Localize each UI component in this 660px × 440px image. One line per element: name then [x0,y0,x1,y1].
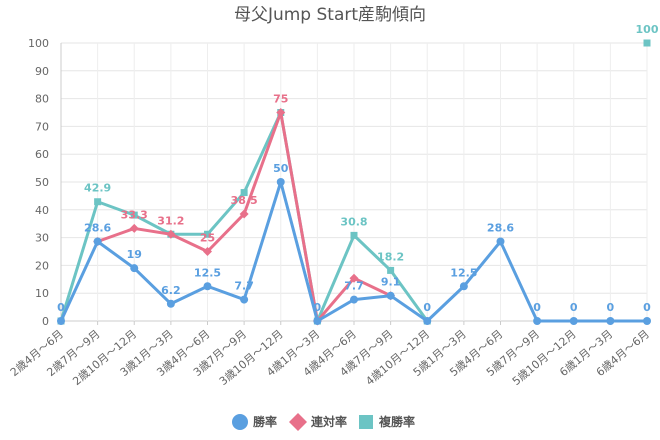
x-tick-label: 3歳10月～12月 [217,327,286,388]
win-rate-data-label: 0 [57,301,65,314]
quinella-rate-data-label: 31.2 [157,214,184,227]
win-rate-data-label: 28.6 [487,221,514,234]
win-rate-data-label: 50 [273,162,289,175]
win-rate-data-label: 12.5 [450,266,477,279]
y-tick-label: 50 [35,176,49,189]
legend-item-place-rate[interactable]: 複勝率 [359,414,415,429]
win-rate-data-label: 0 [314,301,322,314]
y-tick-label: 70 [35,120,49,133]
legend-item-win-rate[interactable]: 勝率 [232,414,277,430]
place-rate-point [240,189,248,197]
y-tick-label: 80 [35,93,49,106]
win-rate-point [240,295,249,304]
y-tick-label: 100 [28,37,49,50]
place-rate-data-label: 30.8 [340,215,367,228]
win-rate-data-label: 7.7 [344,280,364,293]
y-tick-label: 20 [35,259,49,272]
quinella-rate-point [239,209,249,219]
win-rate-data-label: 12.5 [194,266,221,279]
quinella-rate-point [203,247,212,256]
place-rate-point [387,266,395,274]
data-labels: 0 28.6 19 6.2 12.5 7.7 50 0 7.7 9.1 0 12.5 28.6 0 0 0 0 3… [57,23,659,314]
win-rate-point [93,237,102,246]
y-tick-label: 90 [35,65,49,78]
win-rate-data-label: 0 [423,301,431,314]
place-rate-point [130,211,138,219]
win-rate-data-label: 0 [607,301,615,314]
win-rate-data-label: 7.7 [234,280,254,293]
legend-marker [359,415,373,429]
legend: 勝率 連対率 複勝率 [232,413,415,431]
win-rate-point [276,178,285,186]
win-rate-point [166,299,175,308]
legend-marker [289,413,307,431]
legend-label: 連対率 [311,414,347,429]
quinella-rate-data-label: 75 [273,93,288,106]
y-tick-label: 40 [35,204,49,217]
win-rate-point [423,317,432,325]
series-win-rate [57,178,651,325]
win-rate-data-label: 0 [570,301,578,314]
x-tick-label: 2歳10月～12月 [70,327,139,388]
win-rate-point [459,282,468,291]
win-rate-point [130,264,139,273]
quinella-rate-point [276,108,286,117]
win-rate-data-label: 9.1 [381,276,401,289]
axes: 01020304050607080901002歳4月～6月2歳7月～9月2歳10… [8,37,652,388]
win-rate-point [569,317,578,325]
place-rate-point [204,230,211,238]
quinella-rate-point [166,229,176,239]
win-rate-point [57,317,65,325]
place-rate-data-label: 18.2 [377,250,404,263]
win-rate-data-label: 28.6 [84,221,111,234]
win-rate-data-label: 6.2 [161,284,181,297]
win-rate-data-label: 0 [533,301,541,314]
quinella-rate-data-label: 33.3 [121,208,148,221]
win-rate-point [350,295,358,304]
legend-item-quinella-rate[interactable]: 連対率 [289,413,347,431]
place-rate-point [94,198,102,206]
win-rate-point [643,317,651,325]
win-rate-point [496,237,505,246]
win-rate-point [533,317,542,325]
x-tick-label: 4歳10月～12月 [363,327,432,388]
win-rate-data-label: 0 [643,301,651,314]
quinella-rate-point [129,223,139,233]
series-layer [57,39,651,326]
place-rate-point [643,39,651,47]
y-tick-label: 60 [35,148,49,161]
place-rate-point [350,231,358,239]
y-tick-label: 0 [42,315,49,328]
legend-label: 勝率 [253,414,277,429]
x-tick-label: 5歳10月～12月 [510,327,579,388]
chart-title: 母父Jump Start産駒傾向 [234,5,426,25]
y-tick-label: 30 [35,232,49,245]
win-rate-point [606,317,615,325]
place-rate-data-label: 42.9 [84,182,111,195]
legend-marker [232,414,248,430]
win-rate-point [203,282,212,291]
win-rate-point [313,317,322,325]
quinella-rate-data-label: 38.5 [231,194,258,207]
legend-label: 複勝率 [378,414,415,429]
place-rate-data-label: 100 [636,23,659,36]
win-rate-point [386,291,395,300]
win-rate-data-label: 19 [127,248,142,261]
quinella-rate-point [349,273,359,283]
quinella-rate-data-label: 25 [200,232,215,245]
y-tick-label: 10 [35,287,49,300]
